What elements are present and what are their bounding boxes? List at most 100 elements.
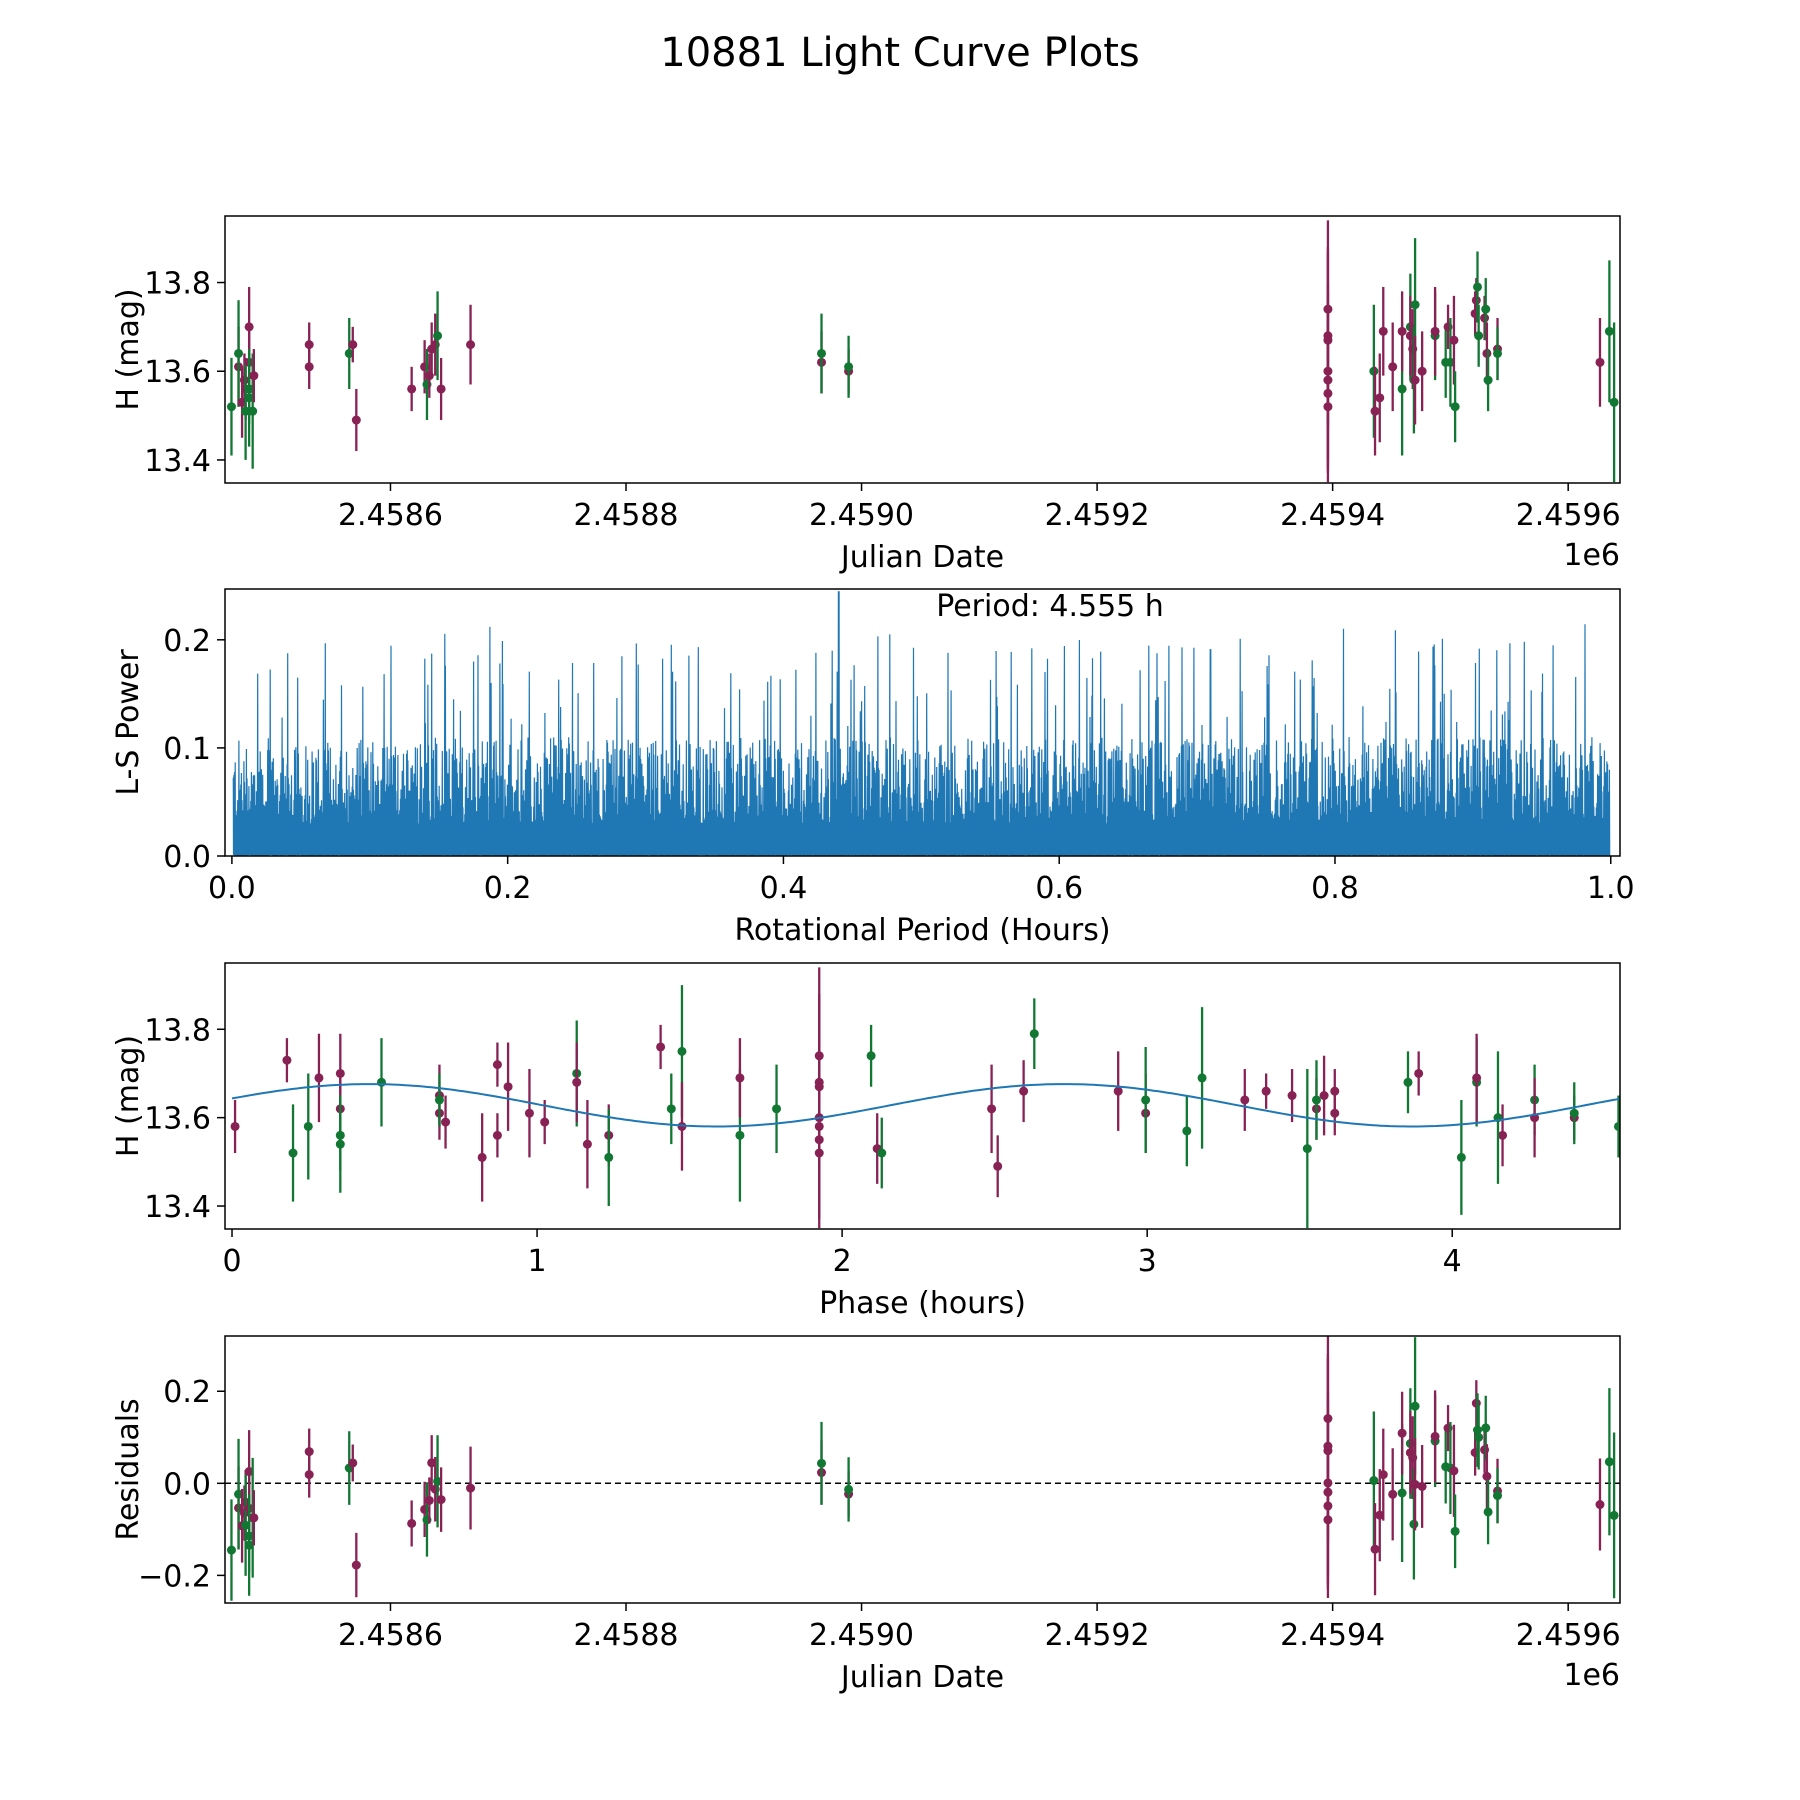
light-curve-plot-area [226,220,1619,483]
data-marker [1445,357,1455,367]
data-point [1493,326,1503,381]
data-marker [1378,326,1388,336]
data-marker [441,1117,451,1127]
data-point [304,344,314,389]
data-marker [844,1484,854,1494]
y-axis-label: Residuals [111,1398,146,1540]
y-tick-label: 13.4 [144,444,211,479]
data-point [844,335,854,398]
data-point [1569,1082,1579,1145]
x-tick-label: 2.4596 [1516,1618,1621,1653]
y-tick-label: 13.8 [144,267,211,302]
x-tick-label: 2.4592 [1045,1618,1150,1653]
data-marker [1417,366,1427,376]
data-point [1141,1046,1151,1153]
data-point [844,1457,854,1522]
x-axis-label: Julian Date [839,1660,1004,1695]
y-tick-label: 13.6 [144,355,211,390]
data-marker [1482,1471,1492,1481]
data-point [314,1033,324,1123]
data-point [814,1086,824,1220]
data-point [1323,1450,1333,1589]
data-point [1472,1033,1482,1123]
data-marker [1430,326,1440,336]
data-point [524,1069,534,1158]
data-point [656,1024,666,1070]
data-marker [288,1148,298,1158]
data-marker [1609,1510,1619,1520]
data-point [1472,251,1482,323]
x-tick-label: 0.0 [208,871,256,906]
x-tick-label: 0.4 [760,871,808,906]
period-annotation: Period: 4.555 h [936,589,1164,624]
data-marker [1388,1489,1398,1499]
data-marker [241,1520,251,1530]
x-axis-label: Rotational Period (Hours) [734,913,1110,948]
data-marker [677,1046,687,1056]
data-point [1450,1494,1460,1569]
data-point [226,357,236,456]
data-marker [1141,1095,1151,1105]
data-marker [1474,331,1484,341]
data-point [1613,1095,1620,1158]
data-point [304,1451,314,1498]
data-marker [1410,1479,1420,1489]
data-marker [1397,1488,1407,1498]
data-marker [582,1139,592,1149]
data-marker [1482,348,1492,358]
data-point [1287,1069,1297,1123]
data-marker [244,393,254,403]
y-axis-label: L-S Power [111,649,146,796]
x-offset-label: 1e6 [1563,1658,1620,1693]
x-tick-label: 2.4586 [338,498,443,533]
data-point [226,1499,236,1601]
data-point [1029,998,1039,1070]
data-marker [1410,300,1420,310]
x-tick-label: 2.4586 [338,1618,443,1653]
data-marker [604,1152,614,1162]
data-point [348,1444,358,1482]
y-tick-label: 0.0 [163,840,211,875]
data-point [466,304,476,385]
data-marker [817,1458,827,1468]
data-point [1182,1095,1192,1167]
y-tick-label: 0.2 [163,1375,211,1410]
data-marker [1595,1500,1605,1510]
data-point [407,1500,417,1547]
y-axis-label: H (mag) [111,288,146,410]
data-point [1378,1428,1388,1521]
data-marker [735,1073,745,1083]
data-marker [1403,1077,1413,1087]
data-marker [1378,1470,1388,1480]
x-tick-label: 2.4596 [1516,498,1621,533]
x-tick-label: 2.4594 [1280,1618,1385,1653]
data-marker [1474,1432,1484,1442]
data-marker [866,1051,876,1061]
data-point [433,291,443,381]
data-marker [427,1458,437,1468]
data-point [433,1435,443,1528]
data-marker [1410,1401,1420,1411]
data-point [1482,1444,1492,1509]
data-marker [424,1495,434,1505]
x-axis-label: Julian Date [839,540,1004,575]
x-tick-label: 0.6 [1035,871,1083,906]
data-point [466,1446,476,1530]
data-point [407,366,417,412]
data-marker [492,1130,502,1140]
data-point [376,1038,386,1127]
data-point [1397,291,1407,372]
x-tick-label: 2.4588 [574,1618,679,1653]
data-point [604,1108,614,1207]
data-point [666,1073,676,1145]
data-marker [1430,1431,1440,1441]
data-point [1450,371,1460,443]
x-tick-label: 3 [1138,1244,1157,1279]
data-marker [1410,375,1420,385]
data-marker [1414,1068,1424,1078]
data-point [241,362,251,460]
data-point [1530,1077,1540,1158]
data-marker [248,406,258,416]
data-point [1375,353,1385,443]
